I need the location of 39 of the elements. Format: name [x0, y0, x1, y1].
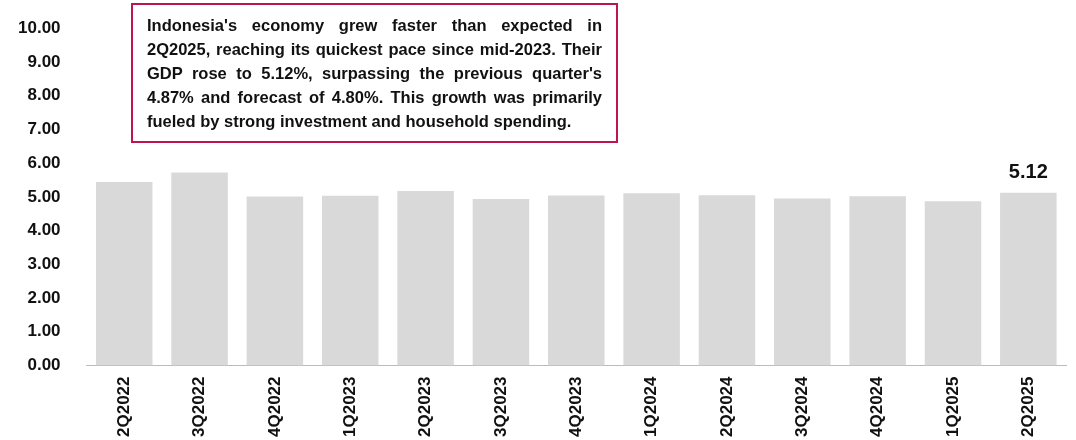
y-tick-label: 9.00: [27, 51, 61, 71]
bar: [171, 172, 228, 366]
x-tick-label: 2Q2024: [716, 375, 736, 437]
y-tick-label: 6.00: [27, 152, 61, 172]
x-tick-label: 1Q2025: [942, 376, 962, 437]
x-tick-label: 1Q2023: [339, 376, 359, 437]
x-tick-label: 4Q2024: [867, 375, 887, 437]
bar: [849, 196, 906, 366]
bar: [472, 198, 530, 366]
y-tick-label: 1.00: [27, 321, 61, 341]
data-label: 5.12: [1008, 160, 1048, 183]
y-tick-label: 4.00: [27, 220, 61, 240]
bar: [774, 198, 831, 366]
x-tick-label: 2Q2025: [1018, 376, 1038, 437]
bar: [623, 193, 680, 366]
y-tick-label: 5.00: [27, 186, 61, 206]
bar: [397, 191, 454, 366]
y-tick-label: 2.00: [27, 287, 61, 307]
y-tick-label: 0.00: [27, 355, 61, 375]
bar: [1000, 192, 1057, 366]
y-tick-label: 10.00: [17, 17, 61, 37]
x-tick-label: 2Q2022: [113, 376, 133, 437]
bar: [924, 201, 982, 366]
x-tick-label: 3Q2024: [791, 375, 811, 437]
bar: [548, 195, 605, 366]
x-tick-label: 3Q2022: [189, 376, 209, 437]
x-tick-label: 3Q2023: [490, 376, 510, 437]
x-tick-label: 2Q2023: [415, 376, 435, 437]
annotation: Indonesia's economy grew faster than expected in 2Q2025, reaching its quickest pace since mid-2023. Their GDP rose to 5.12%, surpassing the previous quarter's 4.87% and forecast of 4.80%. This growth was primarily fueled by strong investment and household spending.: [131, 3, 618, 143]
y-tick-label: 7.00: [27, 119, 61, 139]
x-tick-label: 4Q2022: [264, 376, 284, 437]
bar: [698, 195, 756, 366]
bar: [246, 196, 304, 366]
bar: [95, 182, 153, 366]
y-tick-label: 3.00: [27, 254, 61, 273]
bar: [321, 195, 379, 366]
y-tick-label: 8.00: [27, 85, 61, 105]
x-tick-label: 1Q2024: [641, 375, 661, 437]
x-tick-label: 4Q2023: [565, 376, 585, 437]
